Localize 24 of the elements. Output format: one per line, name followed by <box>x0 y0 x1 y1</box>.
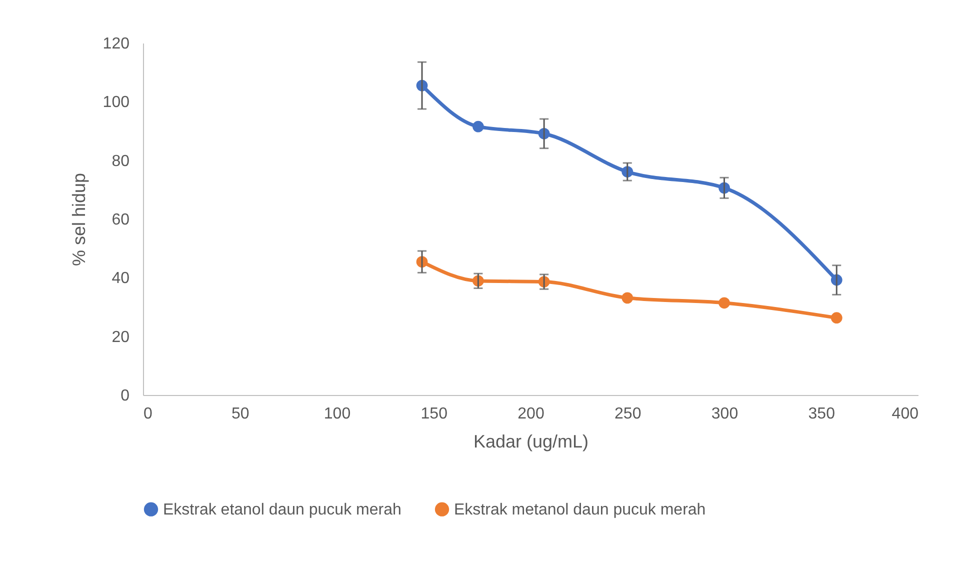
x-tick-label: 300 <box>711 406 738 422</box>
legend-label: Ekstrak metanol daun pucuk merah <box>454 501 706 518</box>
y-tick-label: 20 <box>112 328 130 346</box>
x-tick-label: 350 <box>808 406 836 422</box>
x-tick-label: 200 <box>518 406 544 422</box>
y-tick-label: 0 <box>120 388 130 404</box>
legend-label: Ekstrak etanol daun pucuk merah <box>163 501 402 518</box>
y-tick-label: 120 <box>102 36 130 52</box>
x-tick-label: 0 <box>144 406 152 422</box>
x-tick-label: 50 <box>231 406 250 422</box>
point <box>622 292 634 304</box>
y-tick-label: 60 <box>112 212 130 228</box>
y-axis-title: % sel hidup <box>68 172 89 266</box>
point <box>718 297 730 309</box>
y-tick-label: 100 <box>102 94 130 112</box>
point <box>830 312 842 324</box>
x-tick-label: 100 <box>324 406 351 422</box>
x-tick-label: 250 <box>614 406 642 422</box>
point <box>472 120 484 132</box>
y-tick-label: 80 <box>112 152 130 170</box>
x-tick-label: 150 <box>420 406 448 422</box>
y-tick-label: 40 <box>112 270 130 288</box>
x-axis-title: Kadar (ug/mL) <box>473 432 589 452</box>
x-tick-label: 400 <box>892 406 919 422</box>
